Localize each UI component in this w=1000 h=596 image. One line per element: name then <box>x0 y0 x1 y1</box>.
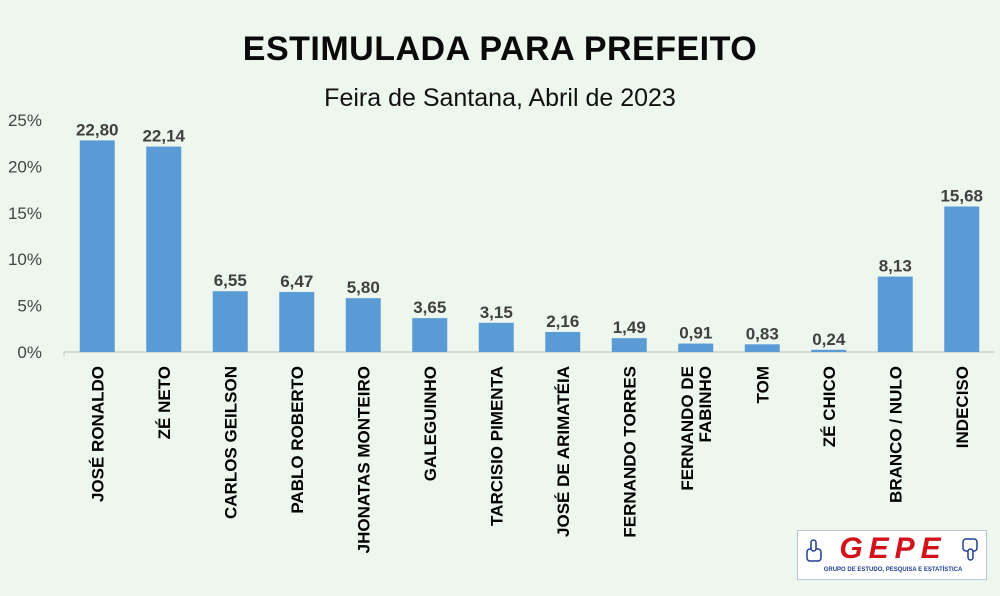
bar <box>345 298 381 352</box>
data-label: 6,47 <box>280 272 313 291</box>
bar <box>944 206 980 352</box>
data-label: 1,49 <box>613 318 646 337</box>
category-label: TARCISIO PIMENTA <box>487 366 506 526</box>
bar <box>412 318 448 352</box>
bar <box>279 291 315 352</box>
category-label: FERNANDO TORRES <box>620 366 639 538</box>
data-label: 2,16 <box>546 312 579 331</box>
category-label: ZÉ NETO <box>155 366 174 439</box>
category-label: FABINHO <box>696 366 715 443</box>
y-tick-label: 25% <box>8 111 42 130</box>
category-label: PABLO ROBERTO <box>288 366 307 514</box>
bar <box>744 344 780 352</box>
bar <box>877 276 913 352</box>
data-label: 3,15 <box>480 303 513 322</box>
data-label: 22,14 <box>142 127 185 146</box>
chart-title: ESTIMULADA PARA PREFEITO <box>242 30 758 68</box>
data-label: 3,65 <box>413 298 446 317</box>
data-label: 5,80 <box>347 278 380 297</box>
bar <box>811 349 847 352</box>
category-label: JHONATAS MONTEIRO <box>354 366 373 553</box>
bar <box>79 140 115 352</box>
y-tick-label: 15% <box>8 204 42 223</box>
category-label: BRANCO / NULO <box>886 366 905 503</box>
category-label: JOSÉ DE ARIMATÉIA <box>554 366 573 537</box>
bar <box>611 338 647 352</box>
thumbs-up-icon <box>806 539 822 562</box>
thumbs-down-icon <box>962 538 978 561</box>
logo-mark: GEPE <box>839 532 947 565</box>
bar <box>478 322 514 352</box>
bar <box>146 146 182 352</box>
logo-tagline: GRUPO DE ESTUDO, PESQUISA E ESTATÍSTICA <box>823 567 963 573</box>
data-label: 0,24 <box>812 330 846 349</box>
data-label: 0,83 <box>746 324 779 343</box>
data-label: 15,68 <box>940 186 983 205</box>
gepe-logo: GEPE GRUPO DE ESTUDO, PESQUISA E ESTATÍS… <box>797 530 987 580</box>
bar <box>545 331 581 352</box>
y-tick-label: 0% <box>17 343 42 362</box>
y-tick-label: 10% <box>8 250 42 269</box>
data-label: 0,91 <box>679 324 712 343</box>
category-label: INDECISO <box>953 366 972 448</box>
category-label: JOSÉ RONALDO <box>88 366 107 502</box>
category-label: CARLOS GEILSON <box>221 366 240 519</box>
category-label: GALEGUINHO <box>421 366 440 481</box>
category-label: ZÉ CHICO <box>820 366 839 447</box>
bar <box>212 291 248 352</box>
y-tick-label: 5% <box>17 297 42 316</box>
chart-subtitle: Feira de Santana, Abril de 2023 <box>324 84 676 112</box>
category-label: TOM <box>753 366 772 403</box>
data-label: 8,13 <box>879 257 912 276</box>
bar <box>678 343 714 352</box>
y-tick-label: 20% <box>8 157 42 176</box>
data-label: 6,55 <box>214 271 247 290</box>
data-label: 22,80 <box>76 120 119 139</box>
category-label: FERNANDO DE <box>678 366 697 491</box>
